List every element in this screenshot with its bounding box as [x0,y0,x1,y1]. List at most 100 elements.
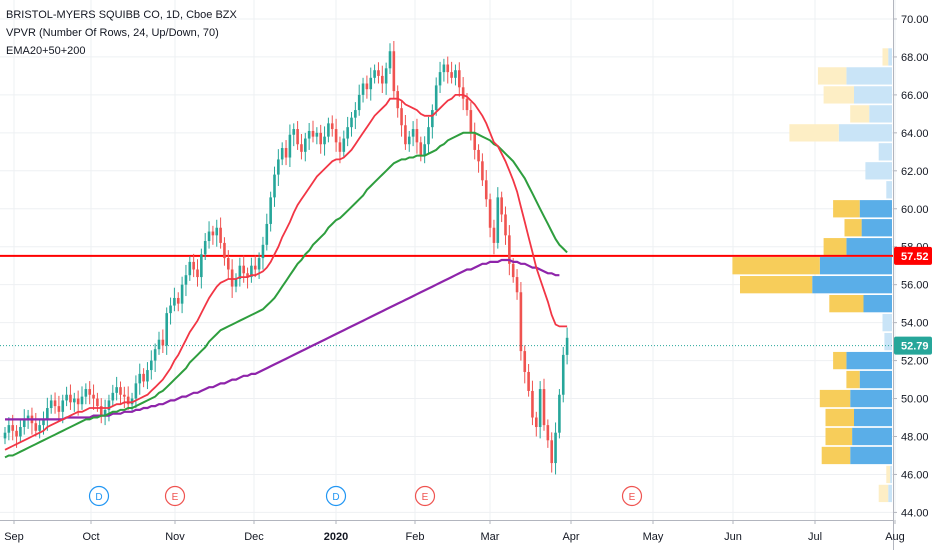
vp-up-bar [886,181,892,199]
ema50-line [4,131,568,459]
candle-body [538,389,542,428]
x-tick-label: 2020 [324,531,348,543]
candle-body [19,427,22,437]
vp-down-bar [878,484,889,503]
candle-body [146,370,149,382]
vp-up-bar [854,86,892,104]
candle-body [273,174,276,198]
vp-up-bar [850,389,892,408]
candle-body [477,149,480,162]
vp-up-bar [850,446,892,465]
candle-body [373,70,376,78]
vp-down-bar [846,370,860,389]
vp-up-bar [859,200,892,218]
vp-down-bar [850,105,870,123]
event-circle [414,485,436,507]
dividend-marker[interactable]: D [325,485,347,507]
vp-up-bar [846,238,892,256]
candle-body [484,180,488,200]
dividend-marker[interactable]: D [88,485,110,507]
candle-body [165,313,168,346]
candle-body [558,394,561,433]
y-tick-label: 60.00 [901,204,929,216]
candle-body [315,132,319,137]
candle-body [323,136,326,145]
candle-body [53,400,57,407]
vp-down-bar [882,48,889,66]
candle-body [138,373,142,384]
vp-down-bar [825,408,854,427]
event-label: E [172,492,179,503]
candle-body [519,292,523,352]
candle-body [223,242,226,259]
price-axis[interactable]: 44.0046.0048.0050.0052.0054.0056.0058.00… [893,14,929,519]
candle-body [207,231,211,242]
candle-body [84,389,88,397]
candle-body [265,223,269,245]
candle-body [203,241,207,255]
event-label: D [95,492,102,503]
event-circle [325,485,347,507]
candle-body [42,419,45,426]
x-tick-label: Sep [4,531,24,543]
candle-body [550,440,553,464]
candle-body [7,425,11,433]
y-tick-label: 50.00 [901,394,929,406]
vp-up-bar [838,124,892,142]
candle-body [69,394,72,403]
candle-body [3,432,7,439]
earnings-marker[interactable]: E [414,485,436,507]
ema-indicator-label[interactable]: EMA20+50+200 [6,45,86,57]
x-tick-label: May [643,531,664,543]
candle-body [246,273,249,278]
candle-body [523,351,527,372]
candle-body [357,94,361,111]
candle-body [481,161,484,181]
candle-body [88,389,91,395]
earnings-marker[interactable]: E [621,485,643,507]
candle-body [123,394,126,397]
candle-body [423,144,426,156]
vp-down-bar [821,446,851,465]
candle-body [288,134,292,158]
candle-body [284,148,288,158]
price-label-text: 57.52 [901,251,929,263]
y-tick-label: 70.00 [901,14,929,26]
candle-body [511,263,515,278]
candle-body [180,284,184,304]
symbol-title[interactable]: BRISTOL-MYERS SQUIBB CO, 1D, Cboe BZX [6,9,237,21]
time-axis[interactable]: Sep Oct Nov Dec 2020 Feb Mar Apr May Jun Jul Aug [4,520,905,543]
price-label-box [894,246,932,265]
y-tick-label: 64.00 [901,128,929,140]
candle-body [188,261,192,276]
candle-body [173,297,176,306]
vp-down-bar [825,427,853,446]
candle-body [99,406,103,416]
vp-down-bar [829,294,864,313]
candle-body [400,108,403,126]
candle-body [565,337,569,355]
chart-legend: BRISTOL-MYERS SQUIBB CO, 1D, Cboe BZX VP… [6,6,237,60]
earnings-marker[interactable]: E [164,485,186,507]
candle-body [176,297,180,304]
price-label-text: 52.79 [901,341,929,353]
candle-body [311,130,315,137]
vpvr-indicator-label[interactable]: VPVR (Number Of Rows, 24, Up/Down, 70) [6,27,219,39]
event-circle [88,485,110,507]
candle-body [292,129,296,135]
candle-body [327,123,330,137]
event-label: E [629,492,636,503]
y-tick-label: 46.00 [901,469,929,481]
candle-body [454,70,457,78]
y-tick-label: 52.00 [901,356,929,368]
candle-body [15,430,18,437]
candle-body [11,425,14,431]
vp-up-bar [812,276,892,294]
vp-down-bar [823,86,854,104]
vp-up-bar [854,408,892,427]
candle-body [211,231,215,236]
vp-down-bar [833,351,847,370]
